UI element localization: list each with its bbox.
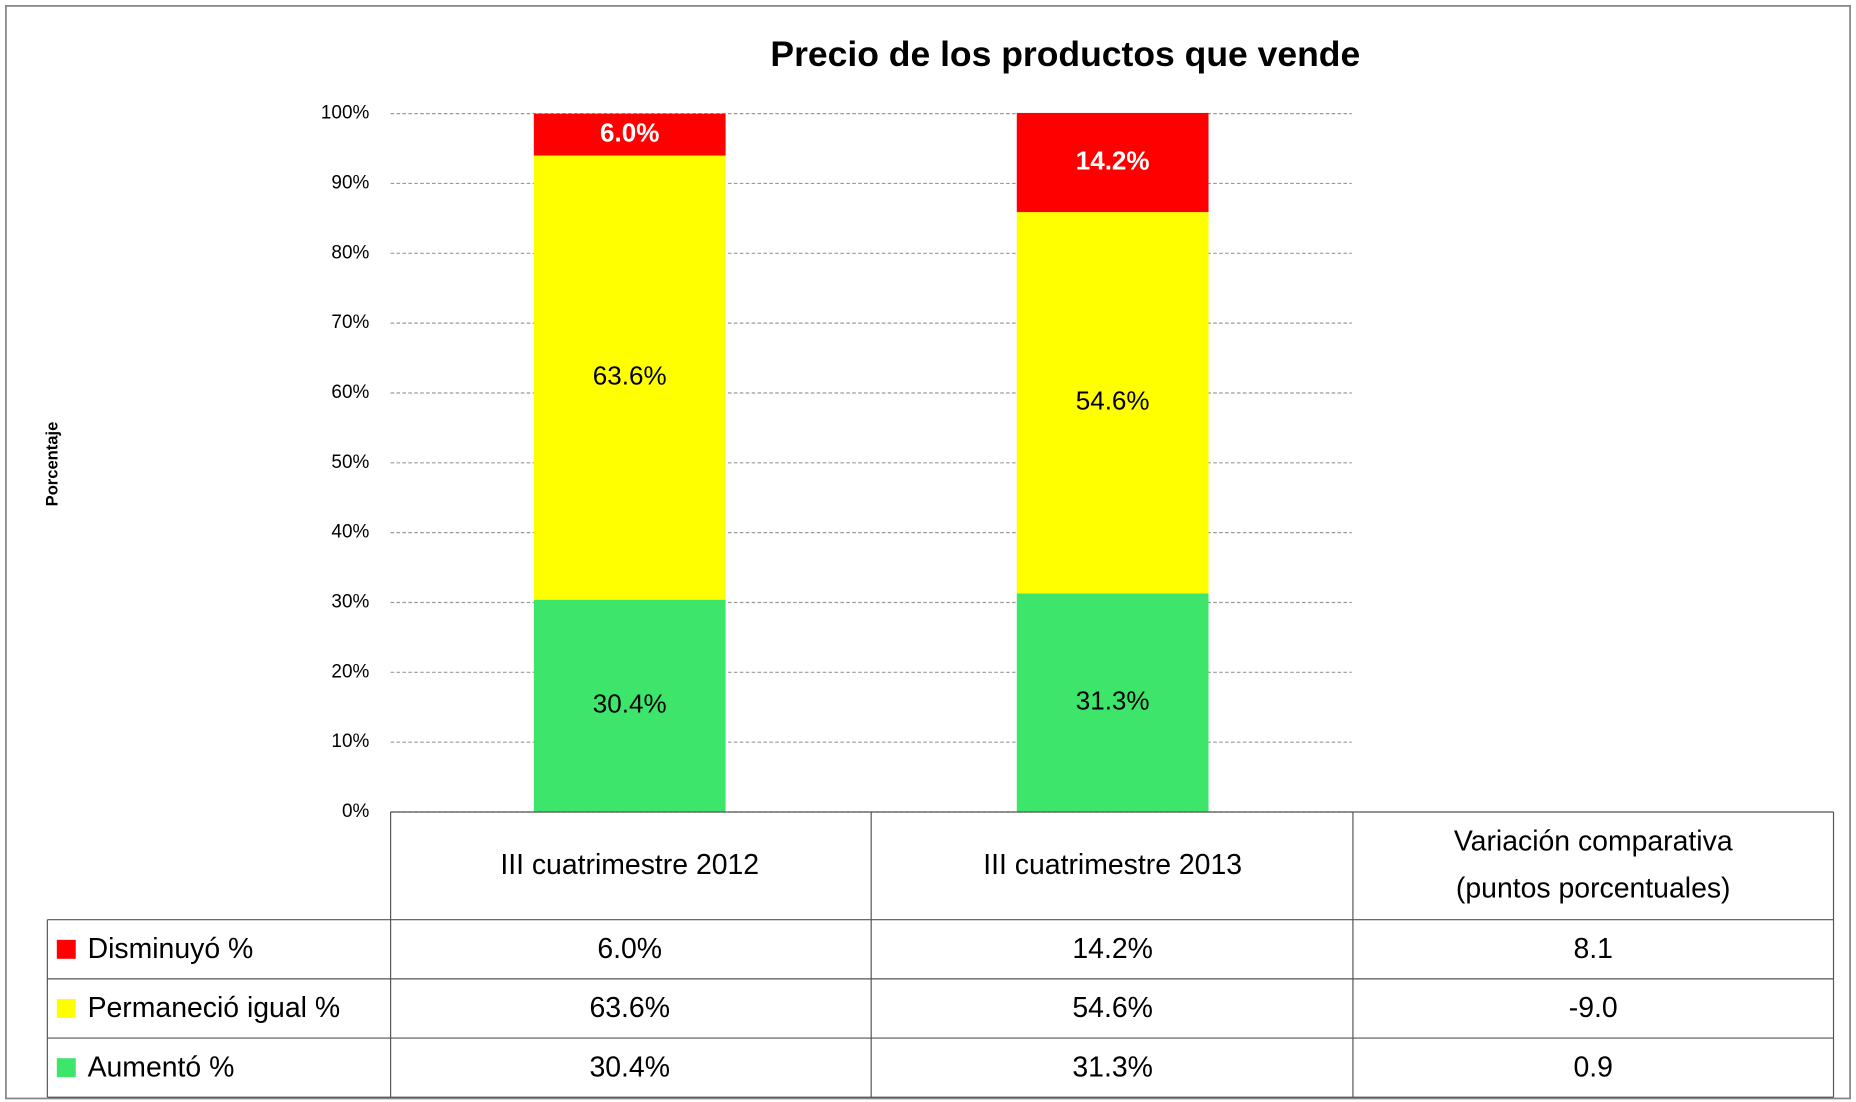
legend-label: Permaneció igual % [88,992,341,1024]
table-cell: 14.2% [1072,933,1153,965]
legend-key [56,1058,76,1078]
y-tick-label: 70% [331,312,369,333]
x-tick-label: III cuatrimestre 2013 [983,849,1242,881]
table-cell: 31.3% [1072,1051,1153,1083]
y-tick-label: 50% [331,452,369,473]
legend-label: Disminuyó % [88,933,254,965]
y-tick-label: 100% [321,103,370,124]
legend-key [56,999,76,1018]
data-label: 54.6% [1076,386,1150,416]
table-cell: 54.6% [1072,992,1153,1024]
chart-title: Precio de los productos que vende [770,34,1360,74]
y-tick-label: 10% [331,731,369,752]
bar-segment [1016,593,1209,812]
y-tick-label: 80% [331,242,369,263]
table-cell: 8.1 [1573,933,1612,965]
legend-label: Aumentó % [88,1051,235,1083]
table-header: (puntos porcentuales) [1456,873,1731,905]
table-cell: 6.0% [597,933,662,965]
table-cell: 63.6% [589,992,670,1024]
x-tick-label: III cuatrimestre 2012 [500,849,759,881]
bar-segment [533,155,726,600]
y-tick-label: 30% [331,591,369,612]
bar-segment [533,599,726,812]
table-cell: 30.4% [589,1051,670,1083]
y-axis-label: Porcentaje [43,422,62,507]
y-tick-label: 90% [331,172,369,193]
bar-segment [533,113,726,156]
data-label: 63.6% [593,360,667,390]
table-cell: 0.9 [1573,1051,1612,1083]
data-label: 14.2% [1076,145,1150,175]
table-header: Variación comparativa [1454,825,1733,857]
frame [5,5,1851,1100]
y-tick-label: 0% [342,801,370,822]
data-label: 30.4% [593,689,667,719]
y-tick-label: 40% [331,522,369,543]
legend-key [56,939,76,959]
data-label: 6.0% [600,117,659,147]
bar-segment [1016,212,1209,594]
data-label: 31.3% [1076,686,1150,716]
y-tick-label: 60% [331,382,369,403]
y-tick-label: 20% [331,661,369,682]
table-cell: -9.0 [1569,992,1618,1024]
bar-segment [1016,112,1209,213]
